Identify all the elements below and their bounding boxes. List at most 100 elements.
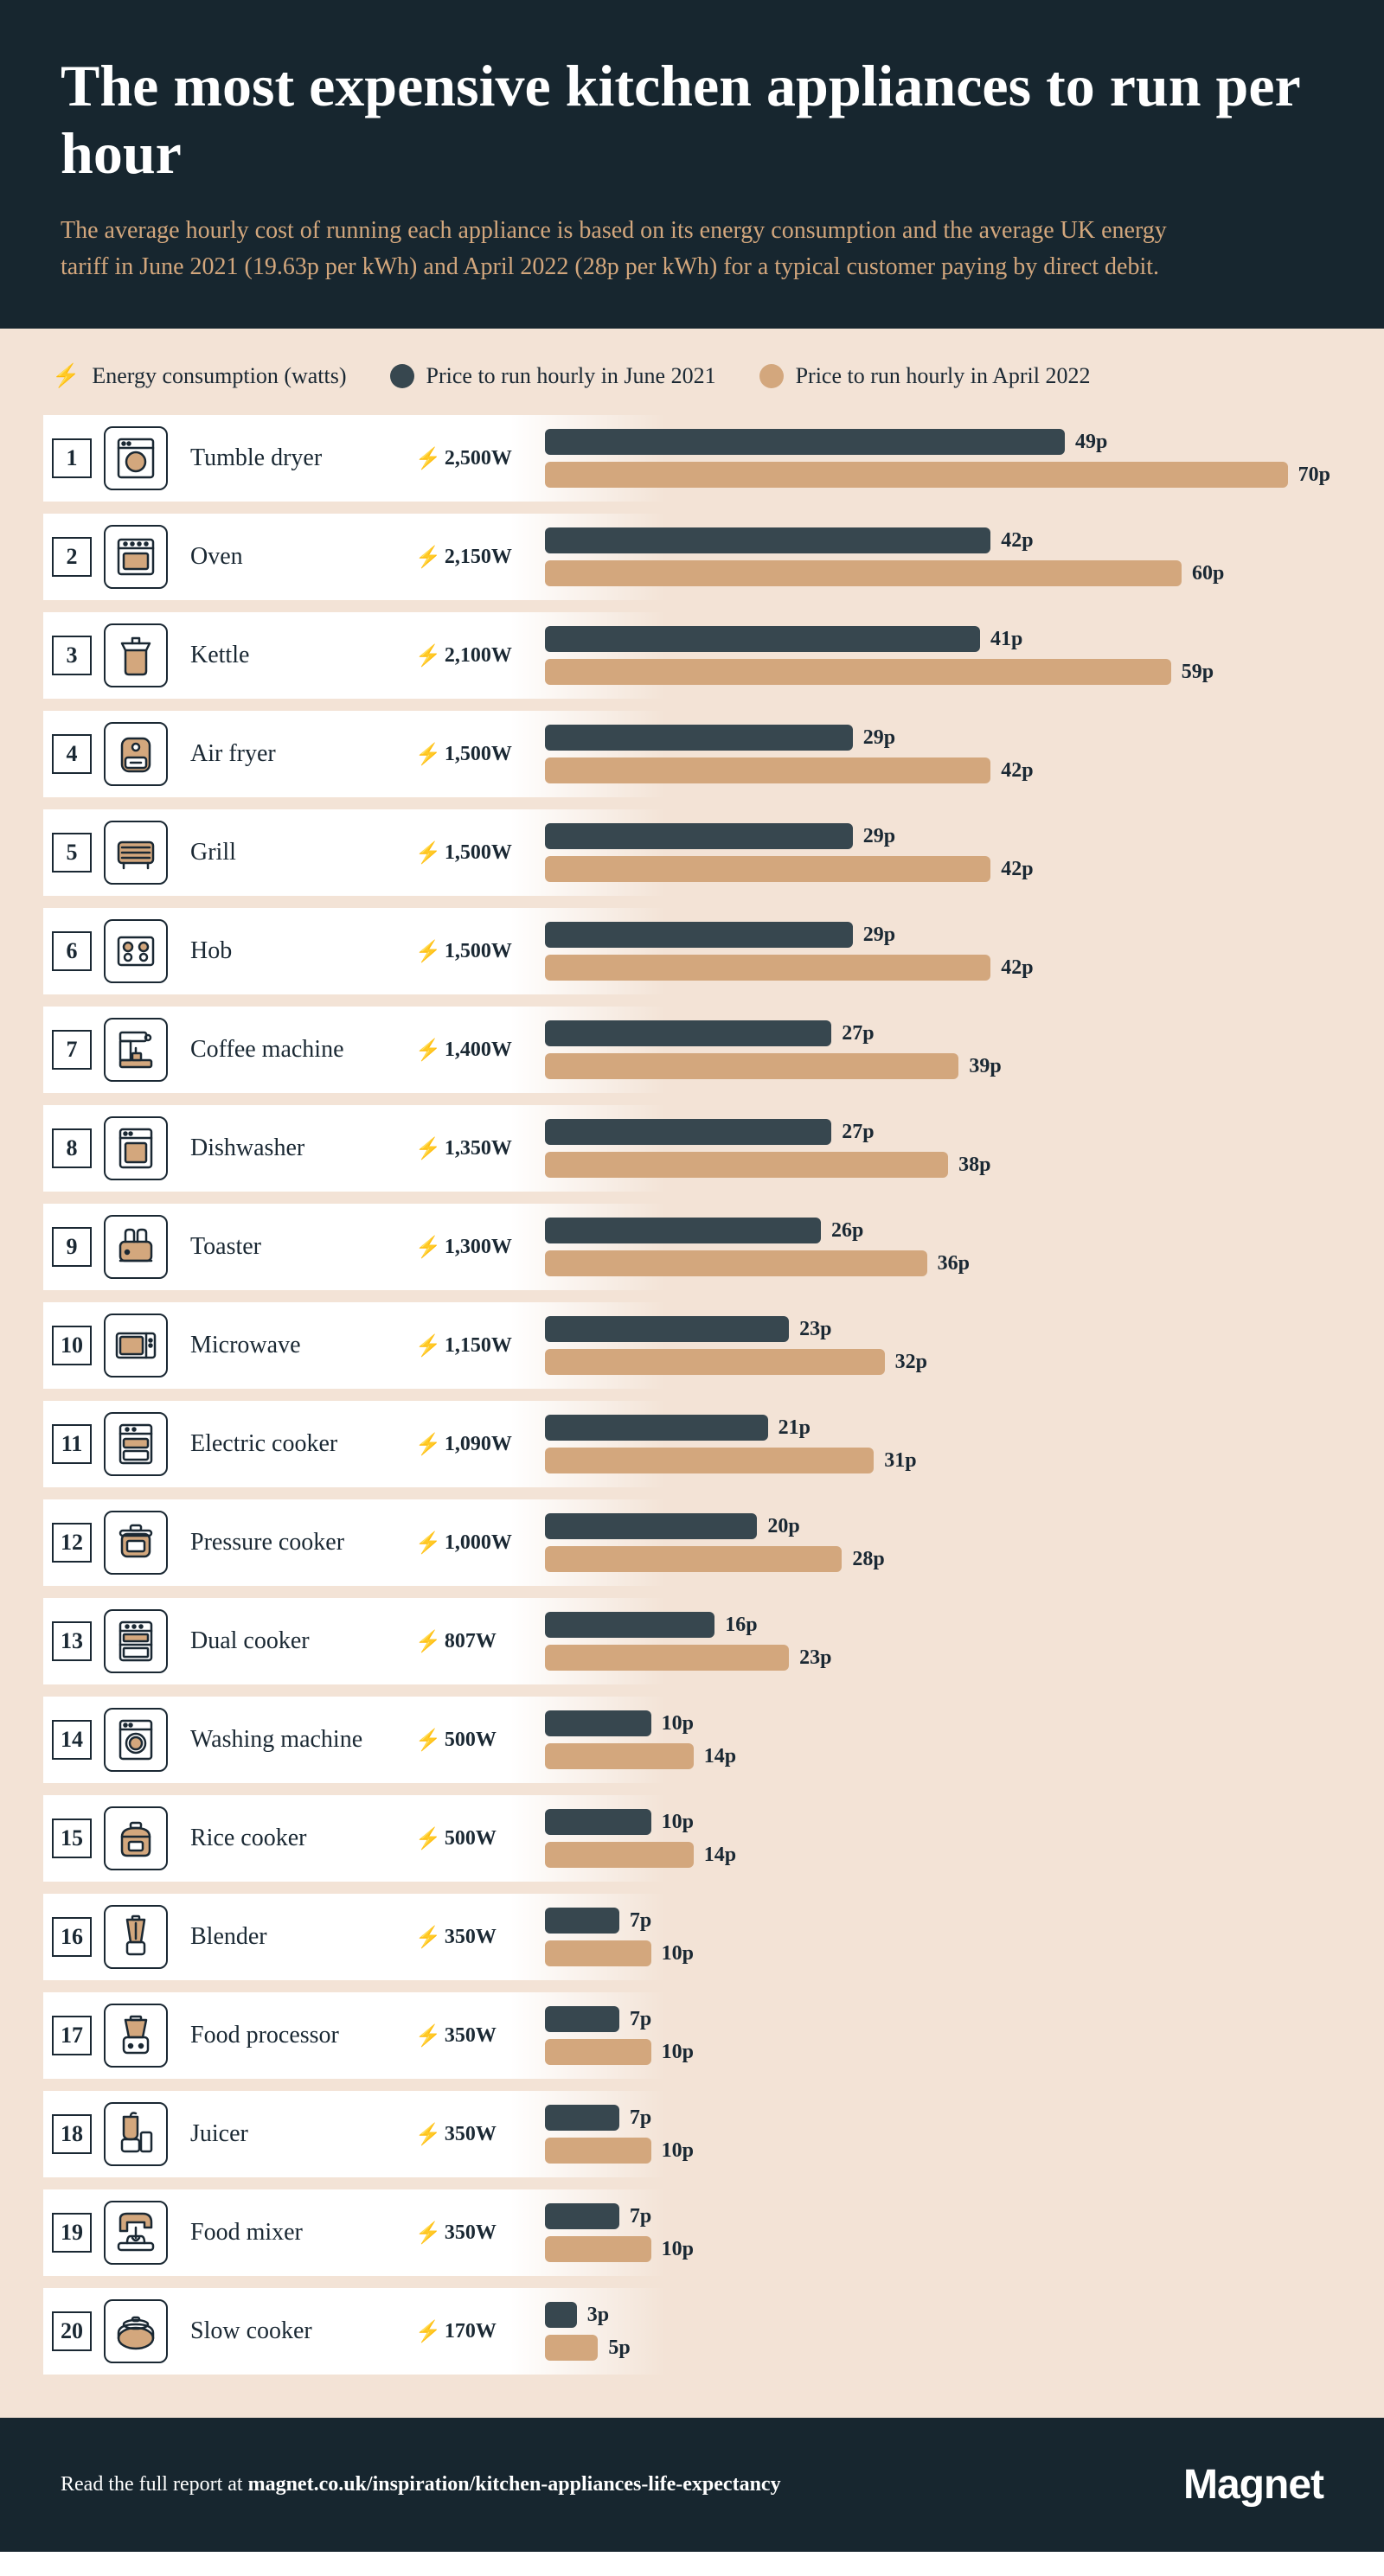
rank-badge: 12 bbox=[52, 1523, 92, 1563]
bolt-icon: ⚡ bbox=[415, 2122, 441, 2147]
grill-icon bbox=[104, 821, 168, 885]
appliance-name: Pressure cooker bbox=[190, 1529, 415, 1556]
appliance-watts: ⚡1,350W bbox=[415, 1136, 545, 1161]
bolt-icon: ⚡ bbox=[415, 2023, 441, 2049]
appliance-row: 4 Air fryer ⚡1,500W 29p 42p bbox=[43, 711, 1341, 797]
bars: 42p 60p bbox=[545, 514, 1341, 600]
rank-badge: 4 bbox=[52, 734, 92, 774]
bar-2021-wrap: 29p bbox=[545, 725, 1341, 751]
appliance-watts: ⚡1,400W bbox=[415, 1038, 545, 1063]
bar-2022 bbox=[545, 1250, 927, 1276]
bar-2021-label: 29p bbox=[863, 726, 895, 750]
appliance-name: Dishwasher bbox=[190, 1135, 415, 1162]
dishwasher-icon bbox=[104, 1116, 168, 1180]
bar-2022 bbox=[545, 1349, 885, 1375]
bar-2021-wrap: 3p bbox=[545, 2302, 1341, 2328]
page-title: The most expensive kitchen appliances to… bbox=[61, 52, 1323, 187]
bar-2022-label: 42p bbox=[1001, 759, 1033, 783]
appliance-row: 1 Tumble dryer ⚡2,500W 49p 70p bbox=[43, 415, 1341, 502]
bar-2021-label: 29p bbox=[863, 825, 895, 848]
bar-2021-label: 27p bbox=[842, 1022, 874, 1045]
appliance-watts: ⚡500W bbox=[415, 1728, 545, 1753]
appliance-row: 9 Toaster ⚡1,300W 26p 36p bbox=[43, 1204, 1341, 1290]
appliance-row: 2 Oven ⚡2,150W 42p 60p bbox=[43, 514, 1341, 600]
bar-2022-wrap: 14p bbox=[545, 1842, 1341, 1868]
bolt-icon: ⚡ bbox=[52, 363, 80, 389]
rank-badge: 19 bbox=[52, 2213, 92, 2253]
bar-2021-label: 7p bbox=[630, 2106, 651, 2130]
oven-icon bbox=[104, 525, 168, 589]
rank-badge: 5 bbox=[52, 833, 92, 873]
bar-2021-wrap: 49p bbox=[545, 429, 1341, 455]
appliance-row: 15 Rice cooker ⚡500W 10p 14p bbox=[43, 1795, 1341, 1882]
appliance-watts: ⚡350W bbox=[415, 1925, 545, 1950]
bar-2021-wrap: 7p bbox=[545, 2105, 1341, 2131]
bar-2021-wrap: 16p bbox=[545, 1612, 1341, 1638]
blender-icon bbox=[104, 1905, 168, 1969]
appliance-watts: ⚡350W bbox=[415, 2122, 545, 2147]
bar-2021 bbox=[545, 1612, 714, 1638]
bar-2021 bbox=[545, 1809, 651, 1835]
bar-2022-label: 38p bbox=[958, 1154, 990, 1177]
rank-badge: 2 bbox=[52, 537, 92, 577]
legend-2022: Price to run hourly in April 2022 bbox=[759, 363, 1091, 389]
bar-2021 bbox=[545, 2302, 577, 2328]
bar-2021-label: 49p bbox=[1075, 431, 1107, 454]
bar-2022-wrap: 42p bbox=[545, 856, 1341, 882]
bar-2021-wrap: 10p bbox=[545, 1710, 1341, 1736]
bar-2021-wrap: 41p bbox=[545, 626, 1341, 652]
bar-2022-wrap: 60p bbox=[545, 560, 1341, 586]
bar-2022-wrap: 5p bbox=[545, 2335, 1341, 2361]
legend-energy: ⚡ Energy consumption (watts) bbox=[52, 363, 347, 389]
bolt-icon: ⚡ bbox=[415, 1333, 441, 1358]
bar-2022 bbox=[545, 2335, 598, 2361]
bar-2022-wrap: 14p bbox=[545, 1743, 1341, 1769]
bolt-icon: ⚡ bbox=[415, 1728, 441, 1753]
rank-badge: 9 bbox=[52, 1227, 92, 1267]
bolt-icon: ⚡ bbox=[415, 446, 441, 471]
bar-2021 bbox=[545, 1119, 831, 1145]
slow-icon bbox=[104, 2299, 168, 2363]
bars: 23p 32p bbox=[545, 1302, 1341, 1389]
appliance-row: 6 Hob ⚡1,500W 29p 42p bbox=[43, 908, 1341, 994]
toaster-icon bbox=[104, 1215, 168, 1279]
bar-2021-label: 10p bbox=[662, 1712, 694, 1735]
bars: 10p 14p bbox=[545, 1795, 1341, 1882]
appliance-watts: ⚡1,300W bbox=[415, 1235, 545, 1260]
bar-2022 bbox=[545, 856, 990, 882]
rank-badge: 7 bbox=[52, 1030, 92, 1070]
appliance-watts: ⚡2,500W bbox=[415, 446, 545, 471]
rank-badge: 20 bbox=[52, 2311, 92, 2351]
bar-2022-wrap: 38p bbox=[545, 1152, 1341, 1178]
bar-2021-label: 21p bbox=[778, 1416, 811, 1440]
appliance-name: Slow cooker bbox=[190, 2317, 415, 2345]
bars: 27p 38p bbox=[545, 1105, 1341, 1192]
washer-icon bbox=[104, 1708, 168, 1772]
appliance-row: 10 Microwave ⚡1,150W 23p 32p bbox=[43, 1302, 1341, 1389]
header: The most expensive kitchen appliances to… bbox=[0, 0, 1384, 329]
appliance-row: 12 Pressure cooker ⚡1,000W 20p 28p bbox=[43, 1499, 1341, 1586]
bar-2022-label: 60p bbox=[1192, 562, 1224, 585]
appliance-watts: ⚡350W bbox=[415, 2221, 545, 2246]
bars: 29p 42p bbox=[545, 711, 1341, 797]
rank-badge: 8 bbox=[52, 1128, 92, 1168]
bar-2022-wrap: 10p bbox=[545, 2138, 1341, 2164]
bar-2022-label: 14p bbox=[704, 1844, 736, 1867]
bar-2022 bbox=[545, 1645, 789, 1671]
appliance-watts: ⚡1,500W bbox=[415, 742, 545, 767]
rank-badge: 13 bbox=[52, 1621, 92, 1661]
bars: 10p 14p bbox=[545, 1697, 1341, 1783]
bar-2022 bbox=[545, 1448, 874, 1473]
bar-2021 bbox=[545, 429, 1065, 455]
mixer-icon bbox=[104, 2201, 168, 2265]
bar-2022-label: 42p bbox=[1001, 858, 1033, 881]
bar-2022-label: 70p bbox=[1298, 463, 1330, 487]
pressure-icon bbox=[104, 1511, 168, 1575]
bar-2021 bbox=[545, 1218, 821, 1243]
rank-badge: 11 bbox=[52, 1424, 92, 1464]
bar-2022-wrap: 42p bbox=[545, 955, 1341, 981]
bar-2022 bbox=[545, 1152, 948, 1178]
appliance-watts: ⚡807W bbox=[415, 1629, 545, 1654]
appliance-row: 11 Electric cooker ⚡1,090W 21p 31p bbox=[43, 1401, 1341, 1487]
bars: 3p 5p bbox=[545, 2288, 1341, 2375]
